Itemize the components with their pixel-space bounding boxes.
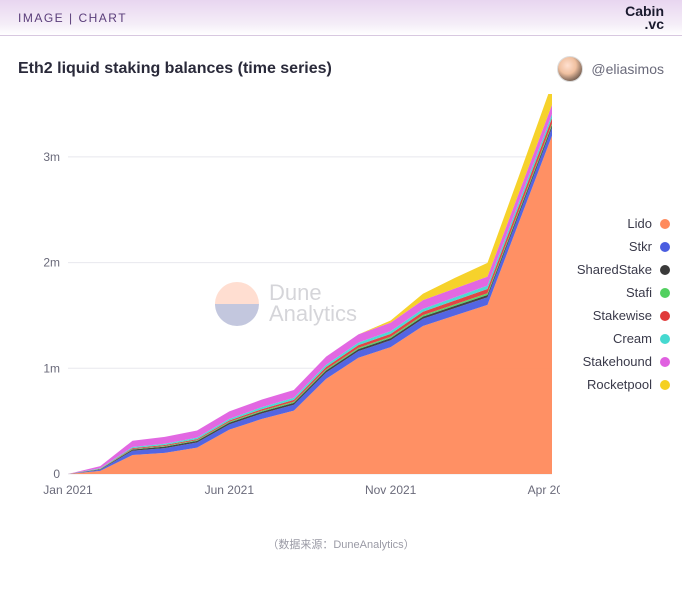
legend-swatch-icon <box>660 380 670 390</box>
legend-swatch-icon <box>660 311 670 321</box>
legend-item-lido[interactable]: Lido <box>568 216 670 231</box>
svg-text:Jan 2021: Jan 2021 <box>43 483 93 497</box>
chart-body: 01m2m3mJan 2021Jun 2021Nov 2021Apr 2022 … <box>12 94 670 514</box>
legend-label: Lido <box>627 216 652 231</box>
svg-text:Jun 2021: Jun 2021 <box>205 483 255 497</box>
svg-text:3m: 3m <box>43 150 60 164</box>
legend-swatch-icon <box>660 288 670 298</box>
legend-label: Stafi <box>626 285 652 300</box>
legend-label: Cream <box>613 331 652 346</box>
legend-item-cream[interactable]: Cream <box>568 331 670 346</box>
svg-text:Nov 2021: Nov 2021 <box>365 483 417 497</box>
legend-label: Stakewise <box>593 308 652 323</box>
chart-header: Eth2 liquid staking balances (time serie… <box>12 56 670 82</box>
legend-item-stkr[interactable]: Stkr <box>568 239 670 254</box>
legend-swatch-icon <box>660 242 670 252</box>
footer-note: （数据来源：DuneAnalytics） <box>0 536 682 552</box>
legend-item-stafi[interactable]: Stafi <box>568 285 670 300</box>
legend-item-sharedstake[interactable]: SharedStake <box>568 262 670 277</box>
svg-text:2m: 2m <box>43 256 60 270</box>
legend-label: Stkr <box>629 239 652 254</box>
legend-item-stakewise[interactable]: Stakewise <box>568 308 670 323</box>
legend-label: Stakehound <box>583 354 652 369</box>
header-bar: IMAGE | CHART Cabin .vc <box>0 0 682 36</box>
author-handle: @eliasimos <box>591 61 664 77</box>
chart-author[interactable]: @eliasimos <box>557 56 664 82</box>
chart-title: Eth2 liquid staking balances (time serie… <box>18 60 332 78</box>
legend-swatch-icon <box>660 357 670 367</box>
legend-swatch-icon <box>660 219 670 229</box>
legend-label: SharedStake <box>577 262 652 277</box>
legend-swatch-icon <box>660 265 670 275</box>
chart-container: Eth2 liquid staking balances (time serie… <box>0 36 682 522</box>
legend: Lido Stkr SharedStake Stafi Stakewise Cream St… <box>560 94 670 514</box>
brand-logo: Cabin .vc <box>625 5 664 30</box>
logo-line2: .vc <box>625 18 664 31</box>
legend-swatch-icon <box>660 334 670 344</box>
svg-text:1m: 1m <box>43 361 60 375</box>
svg-text:0: 0 <box>53 467 60 481</box>
legend-item-rocketpool[interactable]: Rocketpool <box>568 377 670 392</box>
svg-text:Apr 2022: Apr 2022 <box>528 483 560 497</box>
legend-label: Rocketpool <box>587 377 652 392</box>
legend-item-stakehound[interactable]: Stakehound <box>568 354 670 369</box>
plot-region: 01m2m3mJan 2021Jun 2021Nov 2021Apr 2022 … <box>12 94 560 514</box>
avatar <box>557 56 583 82</box>
header-breadcrumb: IMAGE | CHART <box>18 11 127 25</box>
area-chart-svg: 0 1m 2m 3m Jan 2021 Jun 2021 Nov 2021 Apr 2022 <box>12 94 560 514</box>
